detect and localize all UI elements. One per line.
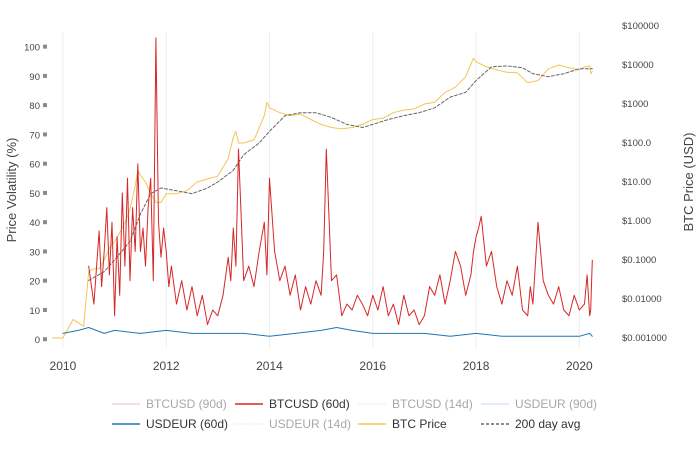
- legend-item-btc-price[interactable]: BTC Price: [358, 417, 447, 431]
- y-left-tick-label: 30: [29, 247, 40, 258]
- legend-label: BTCUSD (14d): [392, 397, 473, 411]
- y-left-tick-marker: [43, 337, 47, 342]
- y-left-tick-label: 50: [29, 189, 40, 200]
- plot-series: [52, 37, 593, 339]
- y-left-tick-marker: [43, 44, 47, 49]
- legend-item-200-day-avg[interactable]: 200 day avg: [481, 417, 580, 431]
- y-left-tick-label: 70: [29, 130, 40, 141]
- legend-label: USDEUR (90d): [515, 397, 597, 411]
- y-left-tick-label: 60: [29, 160, 40, 171]
- legend-label: BTCUSD (60d): [269, 397, 350, 411]
- legend-item-usdeur-14d[interactable]: USDEUR (14d): [235, 417, 351, 431]
- y-right-tick-label: $100.0: [622, 138, 651, 149]
- x-tick-label: 2018: [463, 359, 490, 373]
- legend-label: 200 day avg: [515, 417, 580, 431]
- y-left-tick-marker: [43, 132, 47, 137]
- y-left-tick-marker: [43, 220, 47, 225]
- legend-item-btcusd-90d[interactable]: BTCUSD (90d): [112, 397, 227, 411]
- x-tick-label: 2012: [153, 359, 180, 373]
- series-line-200-day-avg: [88, 65, 593, 281]
- legend-item-usdeur-60d[interactable]: USDEUR (60d): [112, 417, 228, 431]
- y-left-axis-title: Price Volatility (%): [4, 138, 19, 243]
- y-left-tick-label: 0: [35, 335, 40, 346]
- series-line-btcusd-60d: [88, 37, 593, 326]
- legend-item-btcusd-14d[interactable]: BTCUSD (14d): [358, 397, 473, 411]
- legend-label: USDEUR (14d): [269, 417, 351, 431]
- y-left-tick-label: 90: [29, 72, 40, 83]
- x-tick-label: 2020: [566, 359, 593, 373]
- y-right-tick-label: $1.000: [622, 216, 651, 227]
- series-line-btc-price: [52, 57, 593, 339]
- axes: 2010 2012 2014 2016 2018 2020 0 10 20 30 40 50 60 70 8…: [4, 21, 696, 373]
- y-left-tick-marker: [43, 73, 47, 78]
- legend-label: USDEUR (60d): [146, 417, 228, 431]
- y-left-tick-marker: [43, 249, 47, 254]
- y-right-tick-label: $10000: [622, 60, 654, 71]
- y-left-tick-label: 20: [29, 277, 40, 288]
- y-left-tick-label: 10: [29, 306, 40, 317]
- vertical-gridlines: [62, 32, 580, 348]
- x-tick-label: 2016: [359, 359, 386, 373]
- legend[interactable]: BTCUSD (90d) BTCUSD (60d) BTCUSD (14d) USDE…: [112, 397, 597, 431]
- series-line-usdeur-60d: [62, 327, 593, 337]
- y-left-tick-marker: [43, 278, 47, 283]
- x-tick-label: 2010: [50, 359, 77, 373]
- x-tick-label: 2014: [256, 359, 283, 373]
- y-left-tick-marker: [43, 103, 47, 108]
- y-left-tick-marker: [43, 190, 47, 195]
- legend-label: BTCUSD (90d): [146, 397, 227, 411]
- y-right-tick-label: $100000: [622, 21, 659, 32]
- y-left-tick-label: 80: [29, 101, 40, 112]
- y-left-tick-marker: [43, 161, 47, 166]
- legend-item-btcusd-60d[interactable]: BTCUSD (60d): [235, 397, 350, 411]
- y-right-tick-label: $10.00: [622, 177, 651, 188]
- y-left-tick-label: 100: [24, 43, 40, 54]
- y-right-tick-label: $0.001000: [622, 333, 667, 344]
- legend-label: BTC Price: [392, 417, 447, 431]
- y-left-tick-label: 40: [29, 218, 40, 229]
- y-right-tick-label: $1000: [622, 99, 648, 110]
- y-right-axis-title: BTC Price (USD): [681, 133, 696, 232]
- y-left-tick-marker: [43, 307, 47, 312]
- y-right-tick-label: $0.01000: [622, 294, 662, 305]
- legend-item-usdeur-90d[interactable]: USDEUR (90d): [481, 397, 597, 411]
- y-right-tick-label: $0.1000: [622, 255, 656, 266]
